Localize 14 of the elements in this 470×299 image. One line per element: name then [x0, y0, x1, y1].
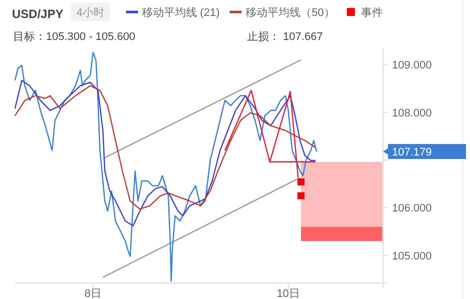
y-tick-label: 109.000: [392, 60, 432, 72]
y-tick-label: 105.000: [392, 250, 432, 262]
chart-subtitle: 4小时: [76, 6, 105, 19]
legend-label: 移动平均线 (21): [142, 6, 220, 19]
text: 目标：105.300 - 105.600: [13, 31, 136, 43]
y-tick-label: 106.000: [392, 202, 432, 215]
x-tick-label: 8日: [84, 288, 102, 299]
chart-title: USD/JPY: [12, 7, 64, 21]
text: 107.179: [392, 146, 432, 158]
y-tick-label: 108.000: [392, 107, 432, 120]
legend-label: 事件: [360, 6, 383, 19]
text: 止损： 107.667: [247, 30, 323, 43]
legend-label: 移动平均线（50）: [246, 6, 335, 19]
x-tick-label: 10日: [276, 288, 300, 299]
